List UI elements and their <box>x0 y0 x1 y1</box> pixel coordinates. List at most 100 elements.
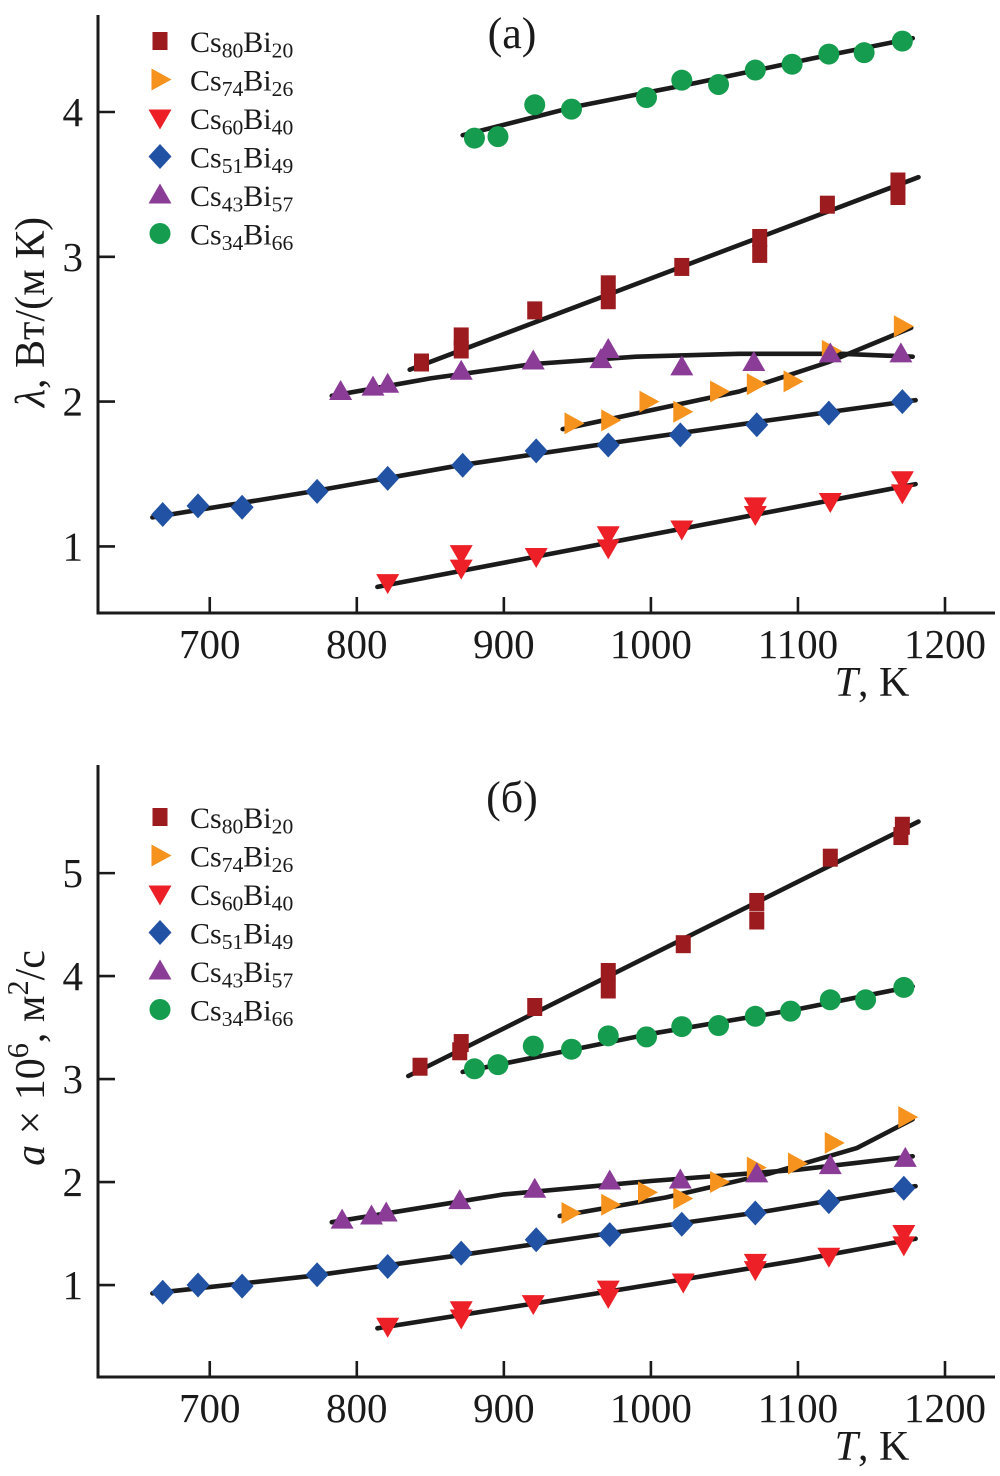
data-point-marker <box>746 373 767 396</box>
data-point-marker <box>668 422 692 448</box>
legend-label: Cs51Bi49 <box>190 918 293 954</box>
data-point-marker <box>449 1240 473 1266</box>
data-point-marker <box>671 1273 695 1294</box>
data-point-marker <box>743 497 767 518</box>
legend-label: Cs80Bi20 <box>190 26 293 62</box>
data-point-marker <box>330 1208 354 1229</box>
data-point-marker <box>710 1171 731 1194</box>
data-point-marker <box>521 1295 545 1316</box>
data-point-marker <box>818 1154 842 1175</box>
data-point-marker <box>151 1279 175 1305</box>
legend-label: Cs51Bi49 <box>190 142 293 178</box>
data-point-marker <box>412 1057 428 1076</box>
data-point-marker <box>670 355 694 376</box>
series-cs80bi20 <box>414 172 906 372</box>
legend-item-cs43bi57: Cs43Bi57 <box>148 956 293 992</box>
data-point-marker <box>743 1253 767 1274</box>
x-axis-label: T, K <box>835 1424 910 1470</box>
x-tick-label: 700 <box>179 621 241 667</box>
data-point-marker <box>148 144 172 169</box>
series-cs34bi66 <box>463 976 915 1080</box>
data-point-marker <box>818 342 842 363</box>
data-point-marker <box>148 885 172 906</box>
data-point-marker <box>148 920 172 945</box>
data-point-marker <box>376 1317 400 1338</box>
legend-item-cs51bi49: Cs51Bi49 <box>148 142 293 178</box>
data-point-marker <box>449 1301 473 1322</box>
legend-label: Cs43Bi57 <box>190 956 293 992</box>
legend: Cs80Bi20Cs74Bi26Cs60Bi40Cs51Bi49Cs43Bi57… <box>148 802 293 1031</box>
data-point-marker <box>151 68 172 91</box>
data-point-marker <box>892 1225 916 1246</box>
legend: Cs80Bi20Cs74Bi26Cs60Bi40Cs51Bi49Cs43Bi57… <box>148 26 293 255</box>
data-point-marker <box>855 989 877 1011</box>
x-axis-label: T, K <box>835 660 910 706</box>
data-point-marker <box>376 574 400 595</box>
data-point-marker <box>670 1211 694 1237</box>
data-point-marker <box>523 1177 547 1198</box>
data-point-marker <box>744 59 766 81</box>
data-point-marker <box>601 409 622 432</box>
data-point-marker <box>560 98 582 120</box>
y-tick-label: 3 <box>63 1056 84 1102</box>
x-tick-label: 900 <box>473 621 535 667</box>
y-tick-label: 1 <box>63 1262 84 1308</box>
x-tick-label: 1200 <box>904 1385 986 1431</box>
data-point-marker <box>524 1227 548 1253</box>
x-tick-label: 800 <box>326 621 388 667</box>
y-tick-label: 2 <box>63 379 84 425</box>
legend-label: Cs74Bi26 <box>190 841 293 877</box>
legend-item-cs60bi40: Cs60Bi40 <box>148 103 293 139</box>
data-point-marker <box>744 1005 766 1027</box>
y-tick-label: 4 <box>63 89 84 135</box>
legend-label: Cs43Bi57 <box>190 180 293 216</box>
series-cs60bi40 <box>376 471 914 595</box>
data-point-marker <box>853 42 875 64</box>
data-point-marker <box>186 1272 210 1298</box>
data-point-marker <box>780 1000 802 1022</box>
data-point-marker <box>305 1262 329 1288</box>
data-point-marker <box>600 962 616 981</box>
series-cs43bi57 <box>330 1146 917 1229</box>
data-point-marker <box>152 808 168 826</box>
data-point-marker <box>600 275 616 294</box>
data-point-marker <box>742 351 766 372</box>
data-point-marker <box>230 1273 254 1299</box>
panel-b: 700 800 900 1000 1100 1200 1 2 3 4 5 a × 106, м2/с T… <box>1 765 995 1470</box>
x-tick-label: 1100 <box>758 1385 838 1431</box>
data-point-marker <box>448 1189 472 1210</box>
data-point-marker <box>752 228 768 247</box>
data-point-marker <box>745 1162 769 1183</box>
data-point-marker <box>596 337 620 358</box>
data-point-marker <box>783 370 804 393</box>
x-tick-label: 1000 <box>610 621 692 667</box>
data-point-marker <box>598 1222 622 1248</box>
data-point-marker <box>524 438 548 464</box>
trend-line-cs74bi26 <box>560 325 914 432</box>
data-point-marker <box>819 989 841 1011</box>
data-point-marker <box>527 301 543 320</box>
data-point-marker <box>522 1035 544 1057</box>
trend-line-cs34bi66 <box>460 35 915 138</box>
legend-label: Cs60Bi40 <box>190 879 293 915</box>
x-tick-label: 700 <box>179 1385 241 1431</box>
data-point-marker <box>487 126 509 148</box>
data-point-marker <box>230 494 254 520</box>
data-point-marker <box>151 844 172 867</box>
data-point-marker <box>152 32 168 50</box>
data-point-marker <box>449 559 473 580</box>
data-point-marker <box>524 94 546 116</box>
data-point-marker <box>743 1200 767 1226</box>
data-point-marker <box>449 359 473 380</box>
data-point-marker <box>892 1236 916 1257</box>
data-point-marker <box>668 1168 692 1189</box>
legend-label: Cs80Bi20 <box>190 802 293 838</box>
data-point-marker <box>639 390 660 413</box>
legend-label: Cs34Bi66 <box>190 995 293 1031</box>
series-cs43bi57 <box>329 337 913 400</box>
legend-label: Cs60Bi40 <box>190 103 293 139</box>
data-point-marker <box>819 195 835 214</box>
data-point-marker <box>600 291 616 310</box>
data-point-marker <box>675 935 691 954</box>
